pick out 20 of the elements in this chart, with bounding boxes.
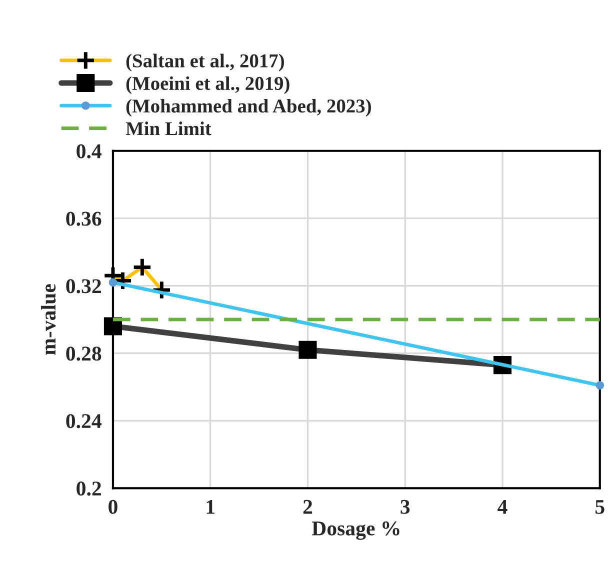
y-tick-label: 0.28 (66, 346, 102, 361)
legend-label: (Mohammed and Abed, 2023) (126, 98, 371, 117)
y-tick-label: 0.4 (76, 144, 102, 158)
y-tick-label: 0.24 (66, 414, 102, 428)
y-tick-label: 0.36 (66, 212, 102, 226)
legend-label: (Saltan et al., 2017) (126, 54, 284, 72)
point (108, 278, 118, 287)
y-axis-title: m-value (40, 284, 56, 355)
legend-label: (Moeini et al., 2019) (126, 76, 290, 94)
legend-label: Min Limit (126, 122, 212, 136)
x-tick-label: 4 (498, 500, 508, 514)
y-tick-label: 0.2 (76, 482, 101, 496)
x-tick-label: 3 (400, 500, 410, 514)
y-tick-label: 0.32 (66, 279, 101, 294)
x-tick-label: 1 (206, 500, 214, 514)
x-axis-title: Dosage % (312, 521, 400, 540)
x-tick-label: 0 (108, 500, 118, 514)
x-tick-label: 2 (303, 500, 312, 514)
x-tick-label: 5 (596, 500, 604, 514)
point (596, 381, 604, 390)
